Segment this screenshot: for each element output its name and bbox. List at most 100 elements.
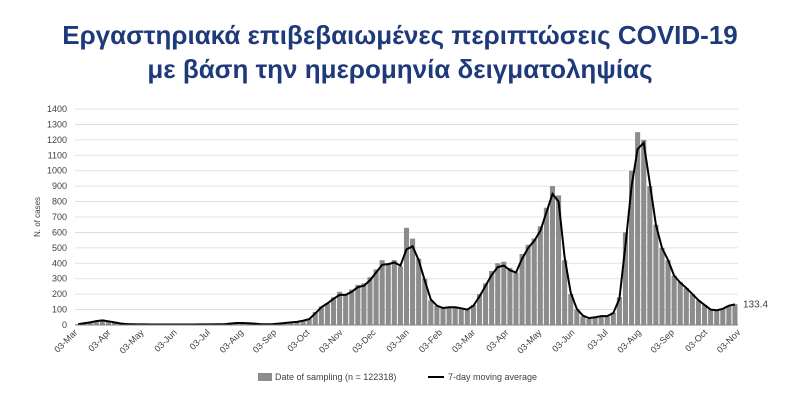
- bar: [294, 321, 300, 325]
- bar: [446, 306, 452, 325]
- bar: [288, 322, 294, 325]
- y-tick-label: 300: [52, 274, 67, 284]
- y-tick-label: 1400: [47, 104, 67, 114]
- y-tick-label: 1200: [47, 135, 67, 145]
- x-tick-label: 03-Aug: [615, 327, 643, 355]
- bar: [616, 297, 622, 325]
- y-axis-ticks: 0 100 200 300 400 500 600 700 800 900 1000 1100 1200…: [47, 104, 67, 330]
- x-tick-label: 03-Jul: [188, 327, 212, 351]
- bar: [397, 266, 403, 325]
- y-tick-label: 900: [52, 181, 67, 191]
- y-tick-label: 400: [52, 258, 67, 268]
- bar: [452, 306, 458, 325]
- bar: [556, 195, 562, 325]
- y-tick-label: 200: [52, 289, 67, 299]
- y-tick-label: 500: [52, 243, 67, 253]
- bar: [349, 289, 355, 325]
- y-tick-label: 700: [52, 212, 67, 222]
- bar: [440, 308, 446, 325]
- x-tick-label: 03-Apr: [86, 327, 112, 353]
- bar: [428, 300, 434, 325]
- bar: [531, 238, 537, 325]
- bar: [610, 312, 616, 325]
- x-tick-label: 03-Jun: [550, 327, 577, 354]
- bar: [732, 304, 738, 325]
- legend-bar-label: Date of sampling (n = 122318): [275, 372, 396, 382]
- bar: [683, 287, 689, 325]
- daily-case-bars: [75, 132, 738, 325]
- legend-line-label: 7-day moving average: [448, 372, 537, 382]
- bar: [635, 132, 641, 325]
- bar: [300, 320, 306, 325]
- x-tick-label: 03-Oct: [683, 327, 710, 354]
- bar: [695, 300, 702, 325]
- bar: [476, 294, 483, 325]
- bar: [318, 306, 324, 325]
- bar: [324, 303, 330, 325]
- bar: [87, 322, 93, 325]
- x-tick-label: 03-Jun: [152, 327, 179, 354]
- bar: [714, 310, 720, 325]
- bar: [464, 309, 470, 325]
- chart-title-line-2: με βάση την ημερομηνία δειγματοληψίας: [147, 54, 653, 84]
- bar: [659, 247, 665, 325]
- bar: [367, 277, 373, 325]
- y-tick-label: 600: [52, 227, 67, 237]
- bar: [586, 318, 592, 325]
- bar: [111, 322, 118, 325]
- bar: [105, 321, 111, 325]
- bar: [677, 281, 683, 325]
- bar: [665, 260, 671, 325]
- bar: [93, 320, 99, 325]
- bar: [622, 232, 629, 325]
- x-tick-label: 03-Oct: [285, 327, 312, 354]
- bar: [495, 263, 501, 325]
- bar: [702, 304, 708, 325]
- bar: [355, 284, 361, 325]
- x-tick-label: 03-Mar: [450, 327, 477, 354]
- y-tick-label: 800: [52, 197, 67, 207]
- bar: [416, 258, 422, 325]
- legend: Date of sampling (n = 122318) 7-day movi…: [258, 372, 537, 382]
- y-tick-label: 0: [62, 320, 67, 330]
- bar: [525, 244, 531, 325]
- x-tick-label: 03-Dec: [350, 327, 378, 355]
- x-tick-label: 03-May: [117, 327, 146, 356]
- bar: [501, 261, 507, 325]
- y-tick-label: 1300: [47, 119, 67, 129]
- bar: [641, 139, 647, 325]
- x-tick-label: 03-Sep: [649, 327, 677, 355]
- bar: [306, 318, 312, 325]
- bar: [549, 186, 556, 325]
- bar: [568, 294, 574, 325]
- legend-bar-swatch: [258, 373, 272, 381]
- y-tick-label: 1000: [47, 166, 67, 176]
- bar: [403, 227, 410, 325]
- x-axis-ticks: 03-Mar 03-Apr 03-May 03-Jun 03-Jul 03-Aug 03-S…: [52, 327, 743, 356]
- x-tick-label: 03-Aug: [218, 327, 246, 355]
- bar: [434, 305, 440, 325]
- bar: [689, 294, 695, 325]
- bar: [361, 283, 367, 325]
- bar: [391, 260, 397, 325]
- x-tick-label: 03-Sep: [251, 327, 279, 355]
- bar: [629, 170, 635, 325]
- bar: [330, 297, 337, 325]
- bar: [708, 309, 714, 325]
- x-tick-label: 03-Nov: [715, 327, 743, 355]
- x-tick-label: 03-Apr: [484, 327, 510, 353]
- bar: [720, 308, 726, 325]
- x-tick-label: 03-Feb: [417, 327, 444, 354]
- bar: [513, 272, 519, 325]
- bar: [483, 283, 489, 325]
- y-tick-label: 1100: [48, 150, 67, 160]
- bar: [580, 316, 586, 325]
- bar: [592, 317, 598, 325]
- x-tick-label: 03-Nov: [317, 327, 345, 355]
- x-tick-label: 03-May: [515, 327, 544, 356]
- bar: [507, 267, 513, 325]
- bar: [604, 316, 610, 325]
- y-axis-label: N. of cases: [33, 197, 42, 237]
- chart-title-line-1: Εργαστηριακά επιβεβαιωμένες περιπτώσεις …: [62, 20, 738, 50]
